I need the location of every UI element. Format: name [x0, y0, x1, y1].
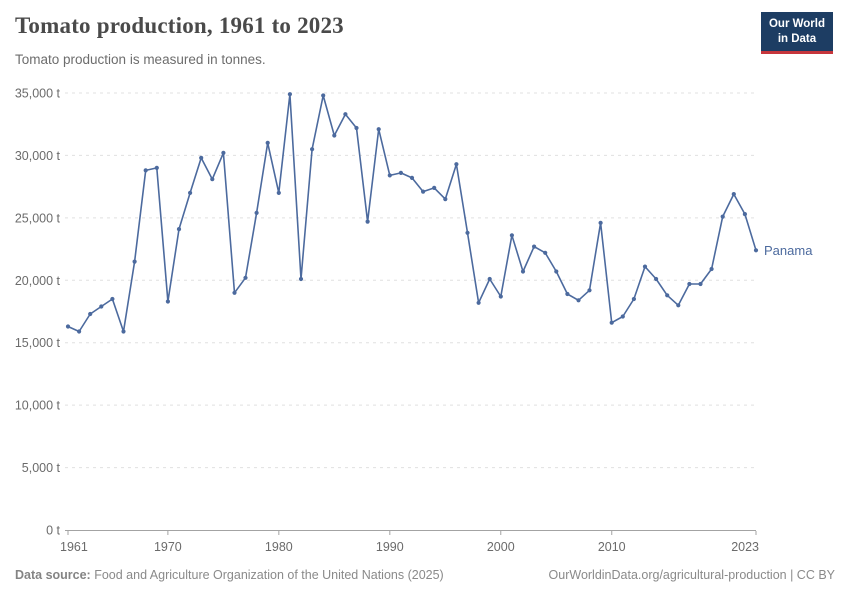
- data-point[interactable]: [188, 190, 193, 195]
- data-point[interactable]: [110, 296, 115, 302]
- data-point[interactable]: [343, 112, 348, 117]
- data-point[interactable]: [753, 248, 759, 253]
- x-tick-label: 2010: [598, 540, 626, 554]
- data-point[interactable]: [742, 212, 748, 217]
- chart-footer: Data source: Food and Agriculture Organi…: [15, 568, 835, 582]
- data-point[interactable]: [543, 250, 548, 255]
- data-point[interactable]: [642, 264, 648, 269]
- data-point[interactable]: [487, 276, 492, 282]
- data-point[interactable]: [509, 233, 514, 238]
- data-point[interactable]: [498, 294, 503, 299]
- data-point[interactable]: [720, 214, 725, 219]
- series-label-panama[interactable]: Panama: [764, 243, 813, 258]
- y-tick-label: 25,000 t: [15, 211, 61, 225]
- data-point[interactable]: [88, 311, 93, 317]
- data-point[interactable]: [243, 275, 248, 280]
- series-line-panama[interactable]: [67, 93, 757, 333]
- data-point[interactable]: [676, 303, 681, 308]
- data-point[interactable]: [165, 299, 170, 304]
- data-point[interactable]: [176, 227, 182, 232]
- data-point[interactable]: [587, 288, 592, 293]
- y-tick-label: 15,000 t: [15, 336, 61, 350]
- data-point[interactable]: [254, 210, 259, 215]
- owid-logo-line2: in Data: [777, 32, 817, 45]
- data-point[interactable]: [532, 244, 537, 249]
- data-point[interactable]: [210, 177, 215, 182]
- data-source-label: Data source:: [15, 568, 91, 582]
- data-point[interactable]: [121, 329, 126, 334]
- data-source-text: Data source: Food and Agriculture Organi…: [15, 568, 444, 582]
- data-point[interactable]: [576, 298, 581, 303]
- owid-logo-line1: Our World: [768, 18, 825, 30]
- data-point[interactable]: [332, 133, 337, 138]
- data-point[interactable]: [620, 314, 625, 319]
- data-point[interactable]: [731, 192, 736, 197]
- page-title: Tomato production, 1961 to 2023: [15, 13, 344, 38]
- data-point[interactable]: [77, 329, 82, 334]
- data-point[interactable]: [665, 293, 670, 298]
- x-tick-label: 1970: [154, 540, 182, 554]
- data-point[interactable]: [387, 173, 392, 178]
- y-tick-label: 30,000 t: [15, 149, 61, 163]
- data-point[interactable]: [265, 140, 270, 145]
- x-tick-label: 1990: [376, 540, 404, 554]
- page-subtitle: Tomato production is measured in tonnes.: [15, 52, 266, 67]
- data-point[interactable]: [354, 125, 359, 131]
- data-point[interactable]: [132, 259, 137, 264]
- data-point[interactable]: [687, 281, 692, 287]
- data-point[interactable]: [709, 266, 714, 272]
- data-point[interactable]: [609, 320, 614, 325]
- data-point[interactable]: [298, 276, 304, 282]
- data-point[interactable]: [432, 185, 437, 190]
- data-point[interactable]: [99, 304, 104, 309]
- data-point[interactable]: [409, 175, 415, 180]
- y-tick-label: 10,000 t: [15, 399, 61, 413]
- data-point[interactable]: [476, 300, 481, 305]
- data-point[interactable]: [554, 269, 559, 274]
- data-point[interactable]: [465, 230, 470, 235]
- data-point[interactable]: [376, 127, 381, 132]
- data-point[interactable]: [276, 190, 281, 195]
- x-tick-label: 1980: [265, 540, 293, 554]
- x-tick-label: 2023: [731, 540, 759, 554]
- data-point[interactable]: [698, 281, 703, 287]
- data-point[interactable]: [199, 155, 204, 160]
- data-point[interactable]: [565, 291, 570, 297]
- data-point[interactable]: [598, 220, 603, 225]
- data-point[interactable]: [143, 168, 148, 173]
- data-point[interactable]: [310, 147, 315, 152]
- data-point[interactable]: [520, 269, 526, 274]
- data-point[interactable]: [287, 92, 292, 97]
- data-point[interactable]: [221, 150, 226, 155]
- data-point[interactable]: [65, 324, 71, 329]
- y-tick-label: 5,000 t: [22, 461, 61, 475]
- data-point[interactable]: [654, 276, 659, 282]
- y-tick-label: 35,000 t: [15, 87, 61, 101]
- data-point[interactable]: [454, 162, 459, 167]
- owid-logo[interactable]: Our World in Data: [760, 12, 833, 54]
- data-point[interactable]: [365, 219, 370, 224]
- data-point[interactable]: [443, 197, 448, 202]
- data-point[interactable]: [232, 290, 237, 295]
- data-point[interactable]: [398, 170, 403, 175]
- y-tick-label: 20,000 t: [15, 274, 61, 288]
- x-tick-label: 1961: [60, 540, 88, 554]
- y-tick-label: 0 t: [46, 524, 60, 538]
- data-point[interactable]: [154, 165, 159, 170]
- data-point[interactable]: [421, 189, 426, 194]
- data-point[interactable]: [321, 93, 326, 98]
- x-tick-label: 2000: [487, 540, 515, 554]
- data-point[interactable]: [631, 296, 637, 302]
- license-text[interactable]: OurWorldinData.org/agricultural-producti…: [548, 568, 835, 582]
